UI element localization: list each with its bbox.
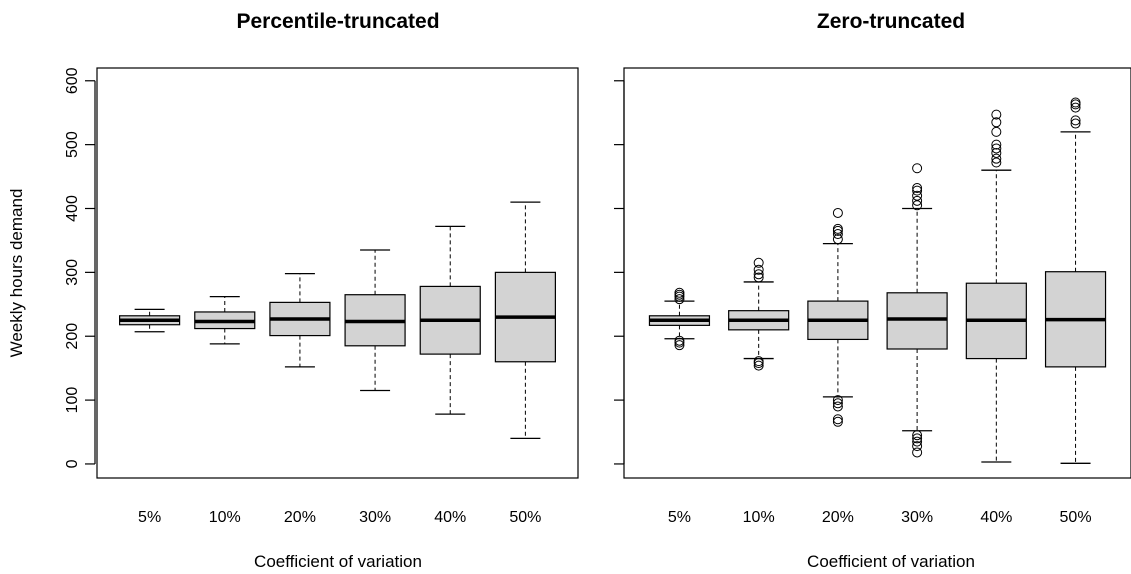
y-tick-label: 0 xyxy=(64,459,81,468)
outlier-point xyxy=(1070,102,1081,113)
outlier-point xyxy=(912,447,923,458)
box-40pct xyxy=(965,109,1027,463)
box-5pct xyxy=(119,308,181,333)
box-20pct xyxy=(807,207,869,427)
outlier-point xyxy=(753,272,764,283)
outlier-point xyxy=(912,441,923,452)
y-tick-label: 400 xyxy=(64,195,81,222)
outlier-point xyxy=(991,153,1002,164)
y-axis xyxy=(614,80,625,465)
x-tick-label: 5% xyxy=(668,509,691,526)
x-axis-title: Coefficient of variation xyxy=(254,552,422,571)
panel-zero-truncated: Zero-truncated Coefficient of variation 5%… xyxy=(614,10,1131,571)
y-tick-label: 300 xyxy=(64,259,81,286)
box-50pct xyxy=(494,201,556,440)
outlier-point xyxy=(912,185,923,196)
outlier-point xyxy=(674,287,685,298)
outlier-point xyxy=(832,401,843,412)
box-iqr xyxy=(886,292,948,350)
outlier-point xyxy=(753,264,764,275)
box-50pct xyxy=(1044,97,1107,464)
outlier-point xyxy=(1070,97,1081,108)
outlier-point xyxy=(1070,118,1081,129)
outlier-point xyxy=(832,223,843,234)
outlier-point xyxy=(832,234,843,245)
outlier-point xyxy=(912,200,923,211)
outlier-point xyxy=(991,109,1002,120)
y-tick-label: 200 xyxy=(64,323,81,350)
x-tick-label: 50% xyxy=(509,509,541,526)
outlier-point xyxy=(753,360,764,371)
box-40pct xyxy=(419,225,481,415)
x-tick-label: 5% xyxy=(138,509,161,526)
outlier-point xyxy=(832,229,843,240)
outlier-point xyxy=(912,163,923,174)
outlier-point xyxy=(912,433,923,444)
outlier-point xyxy=(912,190,923,201)
outlier-point xyxy=(674,335,685,346)
outlier-point xyxy=(991,143,1002,154)
x-tick-label: 20% xyxy=(822,509,854,526)
chart-title: Percentile-truncated xyxy=(236,10,439,33)
outlier-point xyxy=(832,207,843,218)
outlier-point xyxy=(1070,115,1081,126)
x-tick-label: 50% xyxy=(1060,509,1092,526)
x-tick-label: 20% xyxy=(284,509,316,526)
box-5pct xyxy=(648,287,711,351)
y-axis-title: Weekly hours demand xyxy=(7,189,26,358)
y-axis: 0 100 200 300 400 500 600 xyxy=(64,67,96,468)
outlier-point xyxy=(674,340,685,351)
outlier-point xyxy=(753,257,764,268)
y-tick-label: 600 xyxy=(64,67,81,94)
outlier-point xyxy=(991,139,1002,150)
plot-frame xyxy=(96,67,579,479)
box-10pct xyxy=(194,295,256,345)
x-tick-label: 40% xyxy=(980,509,1012,526)
x-tick-label: 10% xyxy=(209,509,241,526)
outlier-point xyxy=(991,126,1002,137)
x-tick-label: 10% xyxy=(743,509,775,526)
chart-title: Zero-truncated xyxy=(817,10,965,33)
outlier-point xyxy=(912,436,923,447)
outlier-point xyxy=(832,398,843,409)
y-tick-label: 500 xyxy=(64,131,81,158)
box-30pct xyxy=(886,163,948,458)
outlier-point xyxy=(912,195,923,206)
outlier-point xyxy=(753,356,764,367)
outlier-point xyxy=(912,430,923,441)
box-10pct xyxy=(728,257,790,371)
x-axis-title: Coefficient of variation xyxy=(807,552,975,571)
outlier-point xyxy=(991,147,1002,158)
outlier-point xyxy=(912,183,923,194)
x-tick-label: 40% xyxy=(434,509,466,526)
outlier-point xyxy=(674,294,685,305)
box-20pct xyxy=(269,272,331,368)
outlier-point xyxy=(832,414,843,425)
box-30pct xyxy=(344,249,406,392)
x-tick-label: 30% xyxy=(901,509,933,526)
x-tick-label: 30% xyxy=(359,509,391,526)
outlier-point xyxy=(991,117,1002,128)
outlier-point xyxy=(832,416,843,427)
panel-percentile-truncated: Percentile-truncated 0 100 200 300 400 500 600 W… xyxy=(7,10,579,571)
outlier-point xyxy=(832,395,843,406)
y-tick-label: 100 xyxy=(64,387,81,414)
outlier-point xyxy=(991,157,1002,168)
outlier-point xyxy=(753,269,764,280)
